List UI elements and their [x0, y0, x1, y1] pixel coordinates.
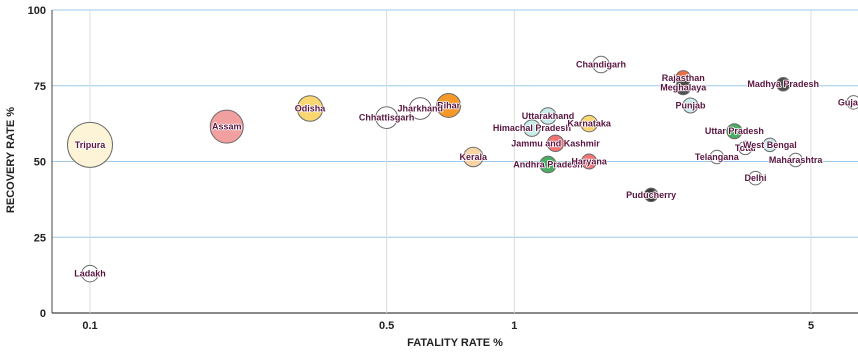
- bubble-label-jammu-and-kashmir: Jammu and Kashmir: [511, 138, 600, 148]
- bubble-label-gujarat: Gujarat: [838, 97, 858, 107]
- bubble-label-andhra-pradesh: Andhra Pradesh: [513, 160, 583, 170]
- bubble-west-bengal: [762, 137, 778, 153]
- x-axis-title: FATALITY RATE %: [407, 337, 503, 349]
- bubble-andhra-pradesh: [539, 155, 557, 174]
- bubble-label-himachal-pradesh: Himachal Pradesh: [493, 123, 571, 133]
- bubble-label-uttarakhand: Uttarakhand: [522, 111, 575, 121]
- bubble-uttarakhand: [539, 107, 557, 125]
- x-tick-label: 0.5: [379, 320, 394, 332]
- bubble-tripura: [67, 121, 113, 168]
- bubble-label-puducherry: Puducherry: [626, 190, 676, 200]
- bubble-label-karnataka: Karnataka: [567, 119, 612, 129]
- x-tick-label: 1: [511, 320, 517, 332]
- axis-ticks: 0 25 50 75 100 0.1 0.5 1 5: [28, 5, 814, 332]
- bubble-bihar: [436, 92, 462, 118]
- x-tick-label: 0.1: [82, 320, 97, 332]
- bubble-label-assam: Assam: [212, 122, 242, 132]
- bubble-label-kerala: Kerala: [459, 152, 488, 162]
- y-tick-label: 100: [28, 5, 46, 17]
- y-tick-label: 75: [34, 81, 46, 93]
- bubble-madhya-pradesh: [775, 76, 791, 92]
- bubble-label-bihar: Bihar: [437, 100, 461, 110]
- bubble-gujarat: [846, 95, 858, 110]
- bubble-label-odisha: Odisha: [295, 103, 327, 113]
- bubble-telangana: [709, 149, 725, 165]
- bubble-kerala: [462, 146, 484, 168]
- bubble-label-jharkhand: Jharkhand: [397, 103, 443, 113]
- x-tick-label: 5: [808, 320, 814, 332]
- bubble-jammu-and-kashmir: [546, 134, 565, 153]
- bubble-uttar-pradesh: [726, 123, 743, 140]
- bubble-puducherry: [643, 187, 659, 203]
- bubble-haryana: [581, 153, 598, 170]
- bubble-karnataka: [580, 114, 598, 133]
- bubble-label-chhattisgarh: Chhattisgarh: [359, 113, 415, 123]
- y-axis-title: RECOVERY RATE %: [5, 107, 17, 213]
- y-tick-label: 0: [40, 308, 46, 320]
- bubble-label-uttar-pradesh: Uttar Pradesh: [705, 126, 764, 136]
- bubble-punjab: [682, 97, 699, 114]
- bubble-label-haryana: Haryana: [571, 157, 608, 167]
- bubble-label-punjab: Punjab: [675, 100, 706, 110]
- bubble-meghalaya: [675, 79, 692, 96]
- bubble-label-rajasthan: Rajasthan: [662, 73, 705, 83]
- bubble-odisha: [296, 95, 324, 122]
- bubble-chandigarh: [592, 55, 610, 74]
- bubble-label-telangana: Telangana: [695, 152, 740, 162]
- bubble-label-meghalaya: Meghalaya: [660, 82, 707, 92]
- y-tick-label: 50: [34, 157, 46, 169]
- bubble-label-total: Total: [735, 143, 756, 153]
- bubble-label-maharashtra: Maharashtra: [769, 155, 824, 165]
- bubble-delhi: [748, 170, 763, 186]
- bubble-labels: Tripura Assam Odisha Bihar ChhattisgarhJhark…: [73, 59, 858, 280]
- bubble-label-west-bengal: West Bengal: [743, 140, 797, 150]
- bubble-ladakh: [81, 264, 99, 283]
- bubble-label-chandigarh: Chandigarh: [576, 60, 626, 70]
- bubble-label-delhi: Delhi: [744, 173, 766, 183]
- bubble-chhattisgarh: [375, 106, 399, 129]
- bubble-maharashtra: [788, 152, 803, 168]
- bubble-himachal-pradesh: [523, 119, 541, 137]
- bubble-label-ladakh: Ladakh: [74, 269, 106, 279]
- bubble-jharkhand: [408, 97, 432, 120]
- bubble-label-tripura: Tripura: [75, 140, 107, 150]
- bubble-total: [738, 140, 753, 156]
- bubbles: [67, 55, 858, 283]
- y-tick-label: 25: [34, 232, 46, 244]
- bubble-label-madhya-pradesh: Madhya Pradesh: [747, 79, 819, 89]
- bubble-assam: [209, 109, 244, 144]
